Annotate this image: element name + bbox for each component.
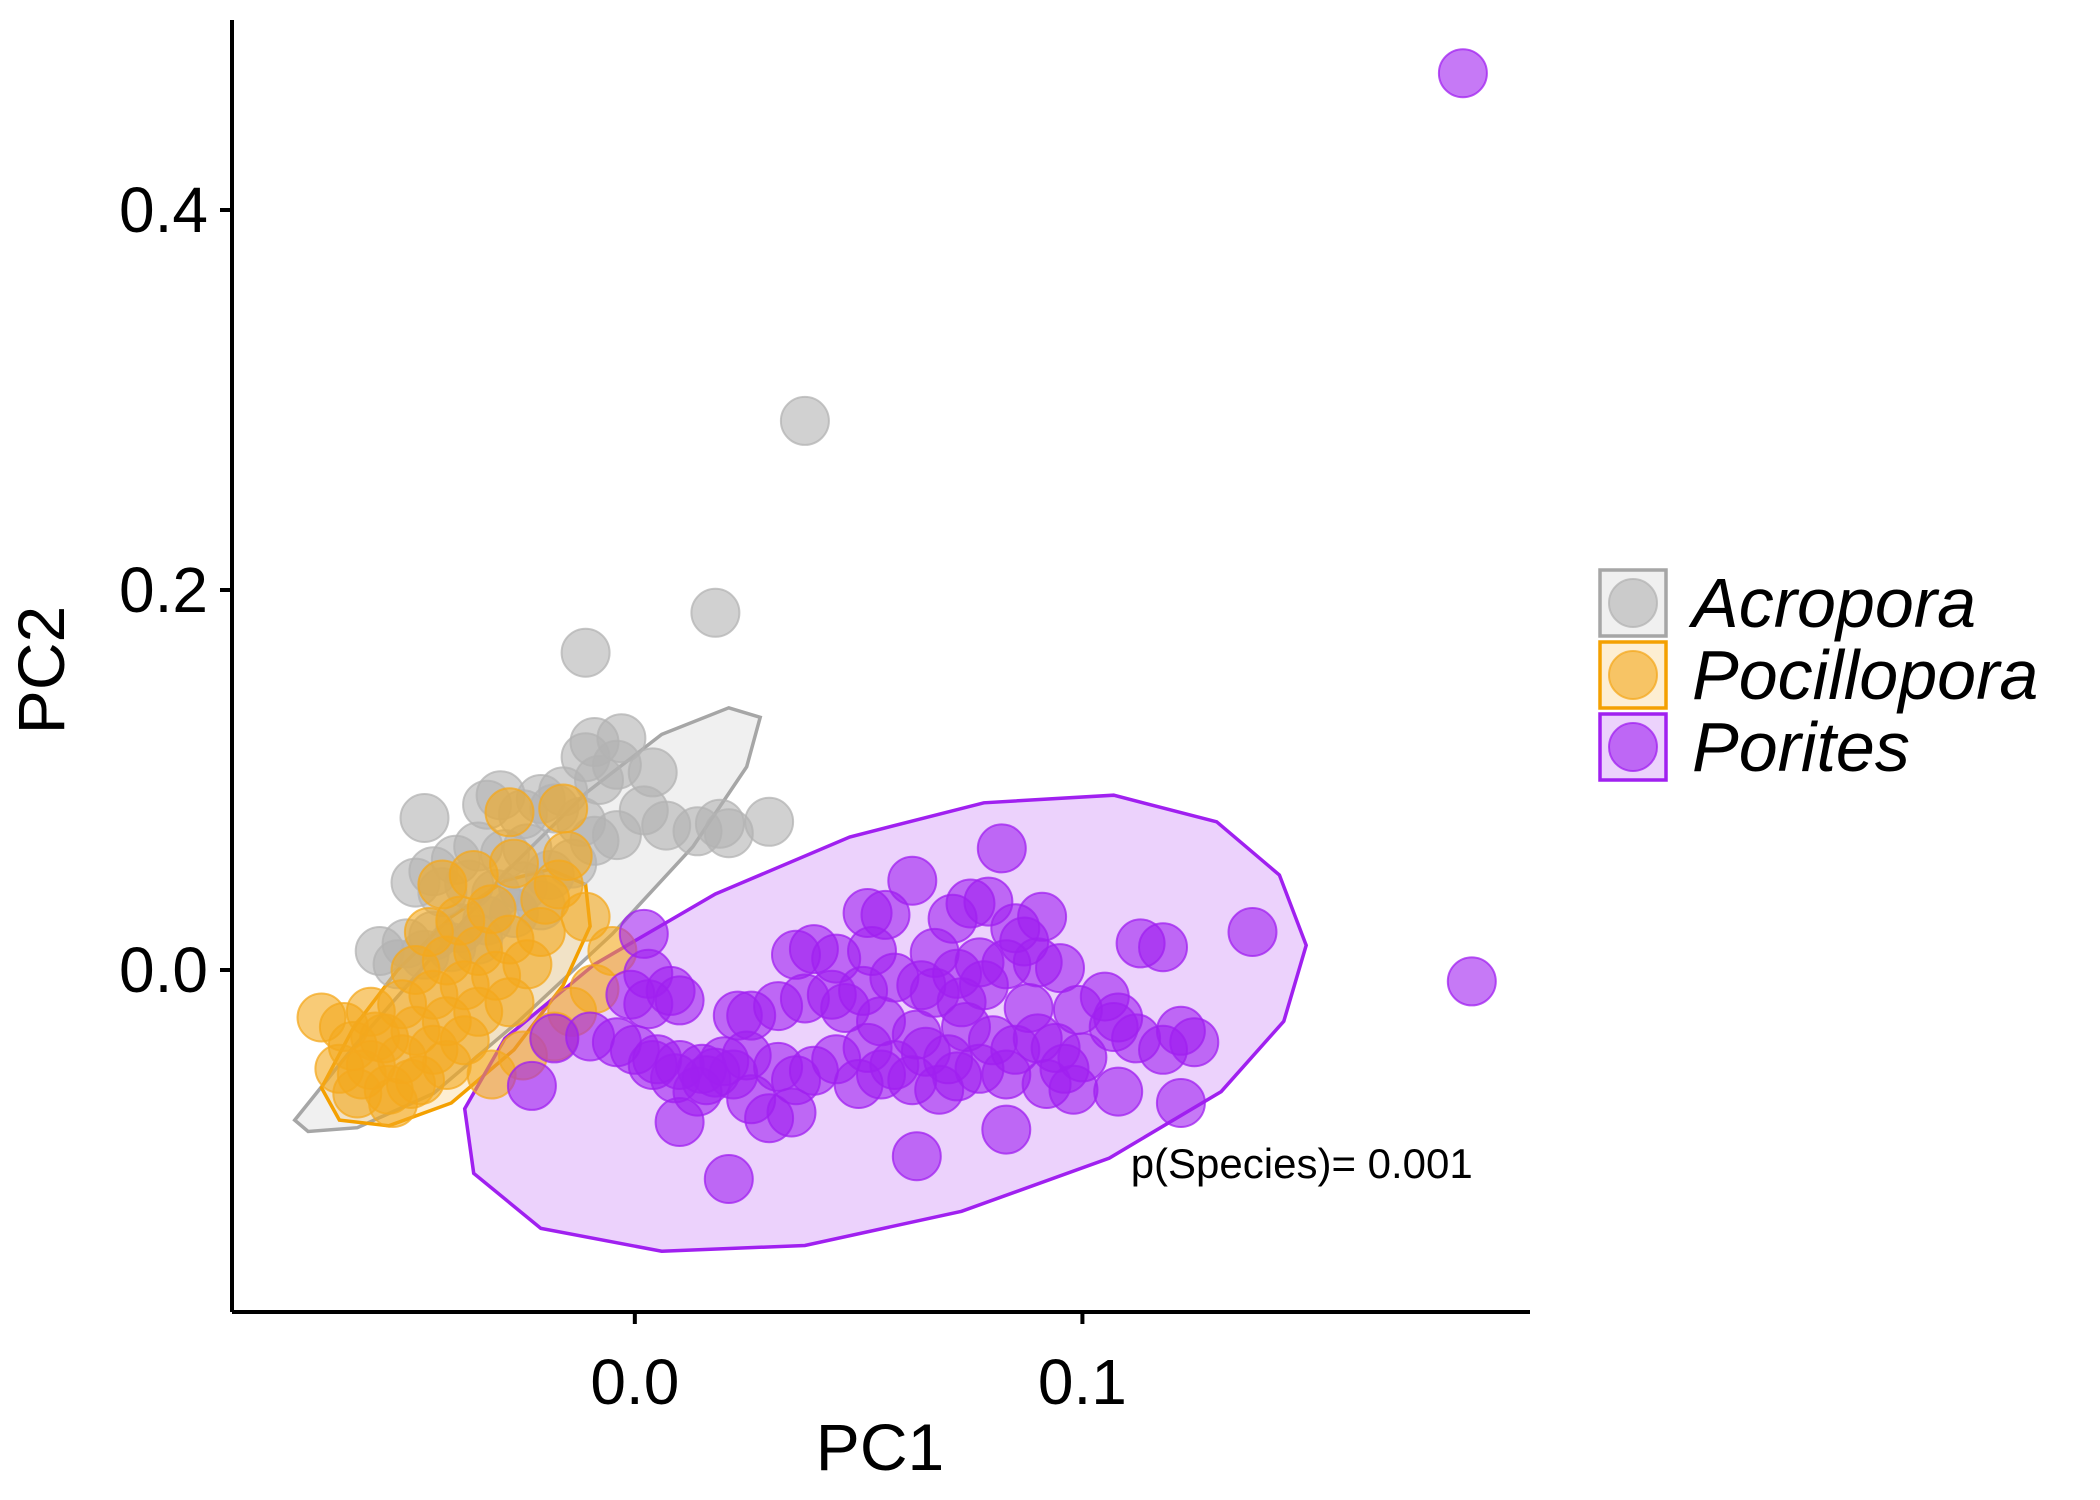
x-axis-title: PC1	[816, 1410, 944, 1484]
point-acropora	[560, 627, 611, 678]
y-axis-ticks: 0.0 0.2 0.4	[119, 174, 232, 1006]
legend-marker	[1608, 578, 1658, 628]
point-pocillopora	[484, 787, 535, 838]
points-layer	[296, 48, 1497, 1204]
x-tick-label: 0.0	[590, 1346, 679, 1418]
point-acropora	[399, 793, 450, 843]
legend-item-pocillopora: Pocillopora	[1598, 636, 2038, 714]
legend-label: Pocillopora	[1692, 636, 2038, 714]
point-pocillopora	[350, 1011, 401, 1062]
p-value-annotation: p(Species)= 0.001	[1131, 1140, 1473, 1187]
point-pocillopora	[538, 783, 589, 834]
legend-marker	[1608, 650, 1658, 700]
point-porites	[958, 960, 1009, 1011]
point-acropora	[744, 796, 795, 847]
point-pocillopora	[368, 1078, 419, 1128]
legend-label: Porites	[1692, 708, 1910, 786]
point-acropora	[690, 587, 741, 638]
point-porites	[1446, 956, 1497, 1007]
point-pocillopora	[533, 859, 584, 910]
y-axis-title: PC2	[4, 606, 78, 734]
point-acropora	[779, 395, 830, 446]
point-porites	[981, 1104, 1032, 1155]
point-porites	[506, 1060, 557, 1111]
point-porites	[1048, 1064, 1099, 1115]
x-tick-label: 0.1	[1038, 1346, 1127, 1418]
y-tick-label: 0.2	[119, 554, 208, 626]
point-porites	[1093, 1066, 1144, 1117]
point-pocillopora	[421, 1040, 472, 1090]
point-porites	[623, 948, 674, 999]
point-porites	[529, 1013, 580, 1064]
point-porites	[1155, 1078, 1206, 1128]
point-porites	[766, 1087, 817, 1138]
point-porites	[1138, 922, 1188, 973]
point-porites	[1035, 943, 1085, 994]
y-tick-label: 0.0	[119, 934, 208, 1006]
point-porites	[1437, 48, 1488, 99]
point-porites	[703, 1154, 754, 1204]
point-porites	[891, 1131, 942, 1182]
point-porites	[1227, 907, 1278, 957]
legend-marker	[1608, 722, 1658, 772]
legend-item-porites: Porites	[1598, 708, 1910, 786]
point-porites	[976, 823, 1027, 874]
point-porites	[654, 1097, 705, 1147]
point-pocillopora	[560, 891, 611, 942]
point-porites	[887, 855, 938, 906]
legend-item-acropora: Acropora	[1598, 564, 1976, 642]
y-tick-label: 0.4	[119, 174, 208, 246]
x-axis-ticks: 0.0 0.1	[590, 1312, 1127, 1418]
legend-label: Acropora	[1688, 564, 1976, 642]
point-porites	[1169, 1017, 1220, 1068]
